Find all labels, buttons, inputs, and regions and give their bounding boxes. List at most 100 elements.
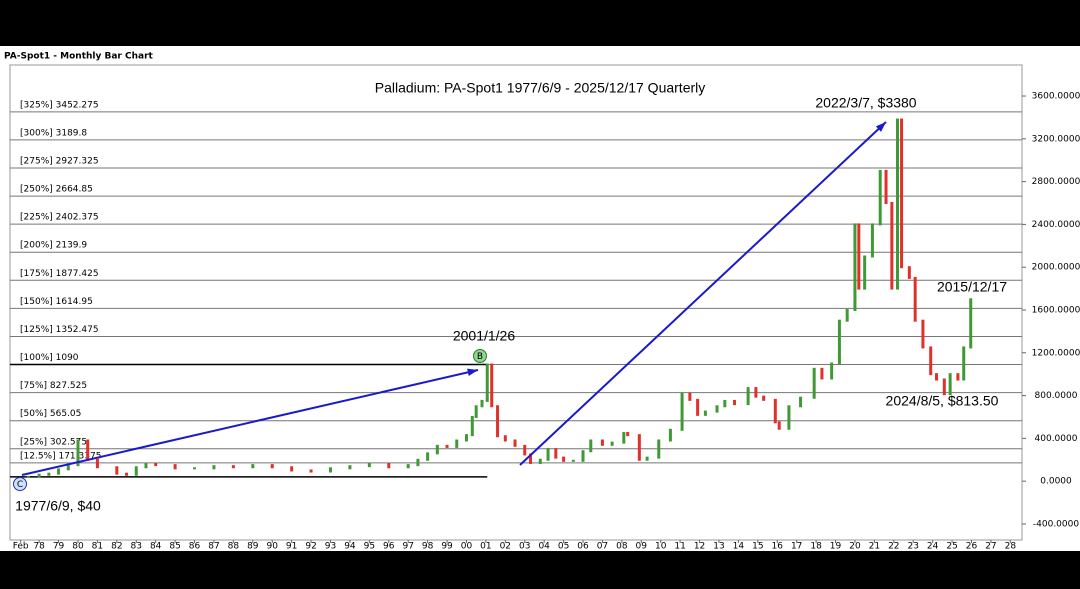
y-tick-label: 400.0000 (1035, 434, 1078, 444)
price-bar (523, 444, 527, 456)
x-tick-label: 05 (558, 542, 569, 552)
x-tick-label: 95 (364, 542, 375, 552)
x-tick-label: 25 (946, 542, 957, 552)
level-label: [100%] 1090 (20, 353, 79, 363)
x-tick-label: 03 (519, 542, 530, 552)
price-bar (733, 399, 737, 406)
price-bar (464, 434, 468, 442)
price-bar (554, 448, 558, 459)
price-bar (837, 319, 841, 365)
price-bar (657, 439, 661, 459)
price-bar (37, 473, 41, 478)
x-tick-label: 07 (597, 542, 608, 552)
level-label: [150%] 1614.95 (20, 297, 93, 307)
price-bar (328, 467, 332, 473)
price-bar (857, 223, 861, 290)
price-bar (948, 373, 952, 396)
price-bar (622, 432, 626, 444)
x-tick-label: 20 (849, 542, 861, 552)
price-bar (480, 399, 484, 408)
arrow-head (875, 122, 886, 132)
arrow-head (467, 368, 478, 376)
price-bar (863, 255, 867, 290)
level-label: [175%] 1877.425 (20, 269, 99, 279)
y-tick-label: 3200.0000 (1032, 134, 1080, 144)
chart-panel (0, 46, 1080, 551)
price-bar (845, 308, 849, 322)
price-bar (890, 202, 894, 290)
price-bar (426, 452, 430, 461)
price-bar (290, 466, 294, 472)
x-tick-label: 27 (985, 542, 996, 552)
level-label: [50%] 565.05 (20, 409, 81, 419)
x-tick-label: 85 (169, 542, 180, 552)
x-tick-label: 93 (325, 542, 336, 552)
price-bar (485, 363, 489, 402)
annotation: 2001/1/26 (453, 328, 515, 344)
x-tick-label: 11 (674, 542, 685, 552)
price-bar (870, 223, 874, 258)
price-bar (581, 450, 585, 462)
x-tick-label: 86 (189, 542, 201, 552)
price-bar (962, 346, 966, 381)
price-bar (251, 464, 255, 469)
price-bar (626, 432, 630, 437)
price-bar (754, 387, 758, 398)
x-tick-label: 82 (111, 542, 122, 552)
x-tick-label: 83 (131, 542, 142, 552)
price-bar (445, 444, 449, 448)
price-bar (645, 456, 649, 461)
price-bar (66, 464, 70, 471)
price-bar (853, 223, 857, 311)
x-tick-label: 08 (616, 542, 628, 552)
price-bar (154, 463, 158, 467)
x-tick-label: 09 (636, 542, 648, 552)
x-tick-label: 87 (208, 542, 219, 552)
price-bar (470, 415, 474, 437)
price-bar (935, 373, 939, 381)
price-bar (513, 439, 517, 447)
x-tick-label: 98 (422, 542, 434, 552)
x-tick-label: 19 (830, 542, 842, 552)
price-bar (715, 405, 719, 413)
price-bar (956, 373, 960, 381)
x-tick-label: 16 (772, 542, 784, 552)
level-label: [325%] 3452.275 (20, 100, 99, 110)
price-bar (600, 439, 604, 446)
price-bar (895, 118, 899, 290)
price-bar (562, 456, 566, 462)
price-bar (688, 392, 692, 401)
price-bar (47, 472, 51, 476)
price-bar (668, 428, 672, 442)
pivot-marker-label: B (477, 352, 483, 362)
y-tick-label: 800.0000 (1035, 391, 1078, 401)
price-bar (799, 396, 803, 408)
level-label: [200%] 2139.9 (20, 241, 87, 251)
price-bar (907, 266, 911, 279)
x-tick-label: 14 (733, 542, 745, 552)
price-bar (913, 276, 917, 322)
x-tick-label: 18 (810, 542, 822, 552)
price-bar (884, 169, 888, 205)
price-bar (773, 398, 777, 424)
price-bar (212, 465, 216, 470)
price-bar (762, 395, 766, 401)
price-bar (942, 378, 946, 396)
level-label: [225%] 2402.375 (20, 213, 99, 223)
x-tick-label: 96 (383, 542, 395, 552)
trend-arrow (519, 121, 887, 466)
level-label: [12.5%] 171.3375 (20, 451, 101, 461)
price-bar (900, 118, 904, 269)
x-tick-label: 01 (480, 542, 491, 552)
level-label: [300%] 3189.8 (20, 128, 87, 138)
y-tick-label: 2000.0000 (1032, 263, 1080, 273)
y-tick-label: 2400.0000 (1032, 220, 1080, 230)
y-tick-label: 2800.0000 (1032, 177, 1080, 187)
price-bar (86, 439, 90, 461)
price-bar (637, 434, 641, 461)
annotation: 2024/8/5, $813.50 (886, 393, 999, 409)
price-bar (538, 458, 542, 464)
x-tick-label: 04 (538, 542, 550, 552)
x-tick-label: 15 (752, 542, 763, 552)
